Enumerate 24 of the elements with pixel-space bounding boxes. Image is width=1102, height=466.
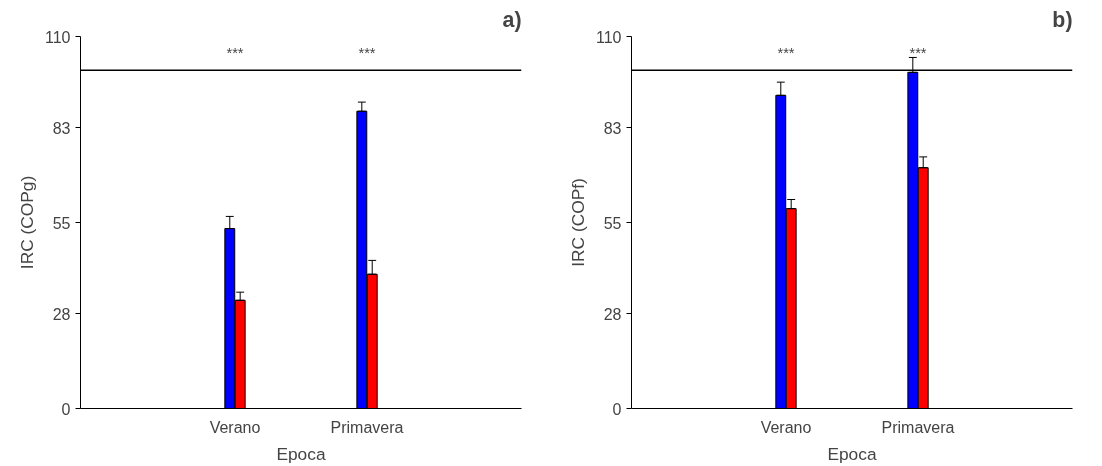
- y-tick-label: 55: [52, 214, 71, 232]
- x-tick-label: Primavera: [330, 418, 404, 436]
- x-axis-title: Epoca: [827, 443, 877, 464]
- y-tick-label: 55: [603, 214, 622, 232]
- x-tick-label: Verano: [209, 418, 261, 436]
- y-tick-label: 110: [44, 28, 71, 46]
- annotation: ***: [358, 44, 376, 61]
- y-axis-title: IRC (COPg): [16, 175, 37, 270]
- x-tick-label: Verano: [760, 418, 812, 436]
- y-tick-label: 0: [61, 400, 71, 418]
- y-tick-label: 83: [52, 119, 71, 137]
- y-tick-label: 83: [603, 119, 622, 137]
- y-tick-label: 110: [595, 28, 622, 46]
- annotation: ***: [226, 44, 244, 61]
- y-tick-label: 28: [603, 305, 622, 323]
- y-axis-title: IRC (COPf): [567, 178, 588, 267]
- x-tick-label: Primavera: [881, 418, 955, 436]
- chart-title: b): [1052, 7, 1073, 32]
- y-tick-label: 28: [52, 305, 71, 323]
- y-tick-label: 0: [612, 400, 622, 418]
- chart-title: a): [502, 7, 522, 32]
- annotation: ***: [909, 44, 927, 61]
- annotation: ***: [777, 44, 795, 61]
- x-axis-title: Epoca: [276, 443, 326, 464]
